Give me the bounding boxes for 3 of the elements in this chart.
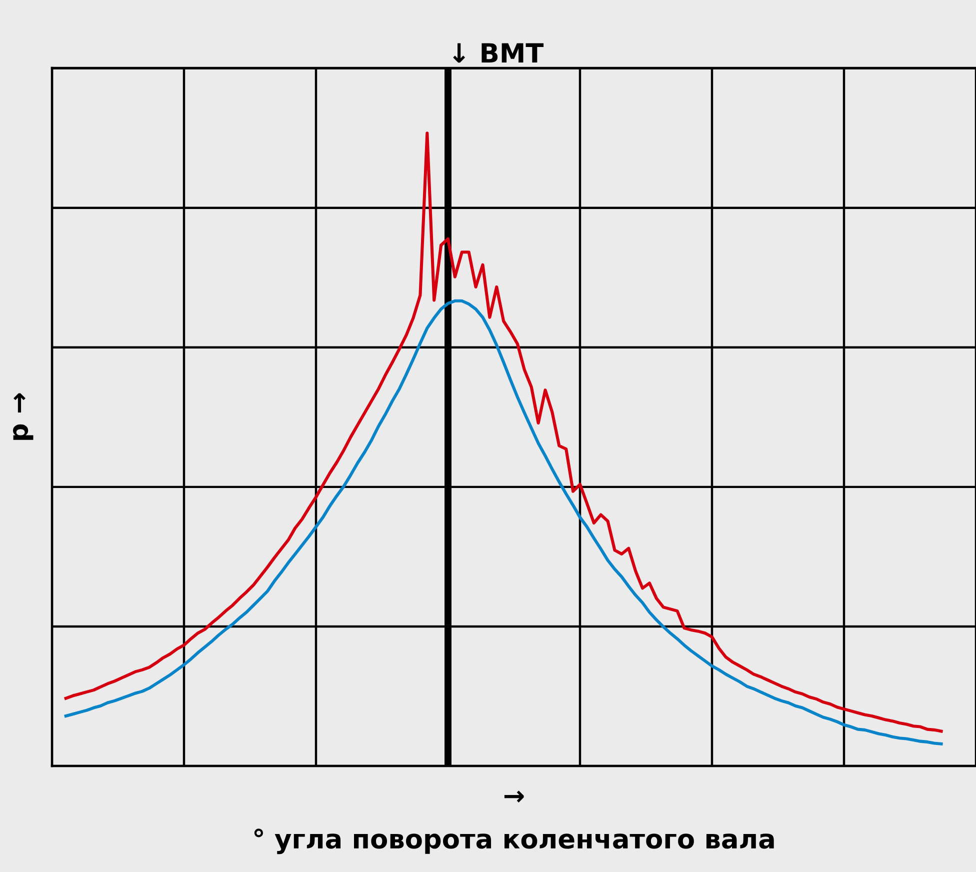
- text: ↓ BMT: [453, 43, 544, 63]
- x-axis-title: → ° угла поворота коленчатого вала: [254, 790, 774, 854]
- y-axis-title: p →: [12, 393, 34, 440]
